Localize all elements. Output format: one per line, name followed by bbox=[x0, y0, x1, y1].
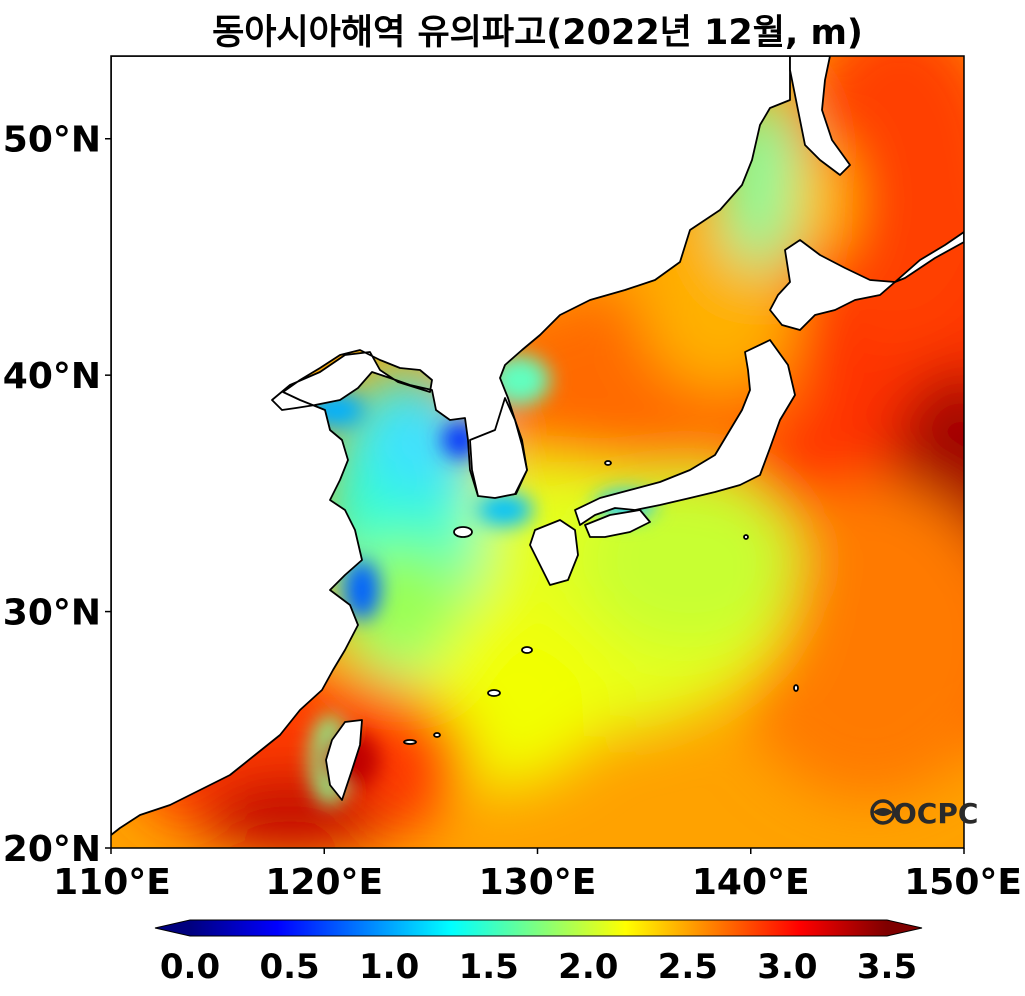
colorbar-tick-labels: 0.0 0.5 1.0 1.5 2.0 2.5 3.0 3.5 bbox=[160, 947, 917, 987]
colorbar: 0.0 0.5 1.0 1.5 2.0 2.5 3.0 3.5 bbox=[154, 919, 923, 987]
ocpc-logo: OCPC bbox=[870, 797, 978, 830]
colorbar-extend-low bbox=[155, 920, 190, 936]
land-sakhalin bbox=[789, 56, 851, 176]
lat-tick-label: 50°N bbox=[3, 120, 101, 161]
land-continent bbox=[111, 56, 791, 836]
ocpc-logo-text: OCPC bbox=[893, 797, 978, 830]
colorbar-tick-label: 2.0 bbox=[558, 947, 618, 987]
land-kyushu bbox=[529, 519, 579, 586]
lon-tick-label: 140°E bbox=[692, 862, 810, 903]
colorbar-gradient bbox=[190, 920, 887, 936]
land-honshu bbox=[574, 339, 796, 526]
land-shikoku bbox=[584, 509, 651, 538]
land-jeju bbox=[453, 526, 473, 538]
colorbar-tick-label: 1.0 bbox=[359, 947, 419, 987]
lat-tick-label: 30°N bbox=[3, 593, 101, 634]
land-masses bbox=[111, 56, 964, 836]
wave-height-field bbox=[111, 56, 964, 848]
land-hokkaido bbox=[769, 239, 896, 331]
map-title: 동아시아해역 유의파고(2022년 12월, m) bbox=[212, 13, 863, 53]
lon-tick-label: 110°E bbox=[53, 862, 171, 903]
colorbar-tick-label: 2.5 bbox=[658, 947, 718, 987]
lat-tick-labels: 20°N 30°N 40°N 50°N bbox=[3, 120, 111, 870]
lat-tick-label: 20°N bbox=[3, 829, 101, 870]
lon-tick-label: 120°E bbox=[265, 862, 383, 903]
lon-tick-labels: 110°E 120°E 130°E 140°E 150°E bbox=[53, 848, 1022, 903]
colorbar-extend-high bbox=[887, 920, 922, 936]
land-taiwan bbox=[325, 719, 363, 801]
colorbar-tick-label: 3.5 bbox=[857, 947, 917, 987]
colorbar-tick-label: 1.5 bbox=[459, 947, 519, 987]
lon-tick-label: 130°E bbox=[479, 862, 597, 903]
colorbar-tick-label: 3.0 bbox=[757, 947, 817, 987]
land-korea bbox=[469, 397, 528, 499]
colorbar-tick-label: 0.5 bbox=[259, 947, 319, 987]
colorbar-tick-label: 0.0 bbox=[160, 947, 220, 987]
lat-tick-label: 40°N bbox=[3, 356, 101, 397]
lon-tick-label: 150°E bbox=[904, 862, 1022, 903]
